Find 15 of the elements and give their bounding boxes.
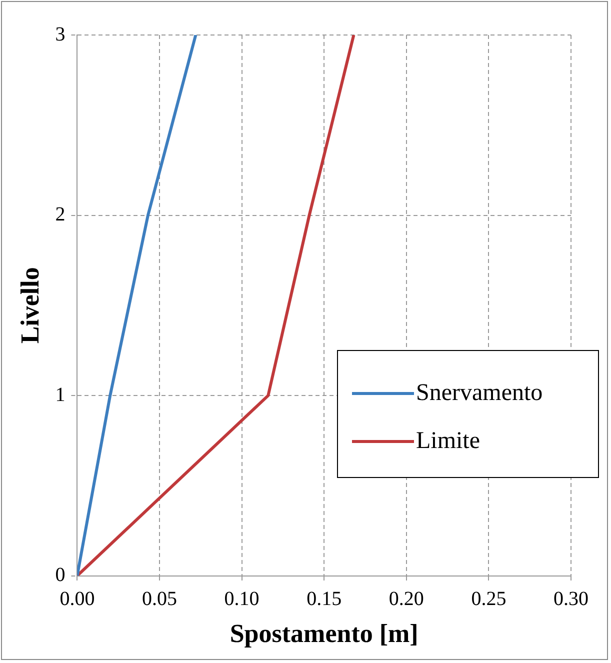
y-tick-label: 0 [55,564,66,586]
y-axis-title: Livello [15,267,44,344]
x-tick-label: 0.05 [142,588,177,610]
y-tick-label: 3 [55,23,66,46]
legend-label: Limite [416,428,480,454]
x-tick-label: 0.20 [388,588,424,610]
x-tick-label: 0.00 [60,588,95,610]
x-tick-label: 0.25 [471,588,506,610]
legend-label: Snervamento [416,380,543,406]
x-tick-label: 0.15 [306,588,342,610]
x-tick-label: 0.30 [554,588,588,610]
x-tick-label: 0.10 [224,588,260,610]
y-tick-label: 1 [55,384,66,406]
y-tick-label: 2 [55,204,66,226]
x-axis-title: Spostamento [m] [230,619,418,648]
